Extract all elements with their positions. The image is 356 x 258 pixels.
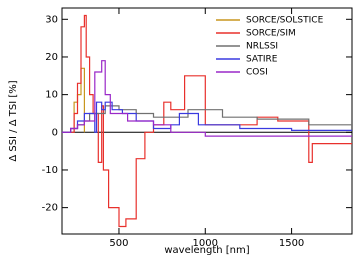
series-line xyxy=(62,101,352,133)
x-tick-label: 500 xyxy=(109,238,128,249)
x-axis-label: wavelength [nm] xyxy=(164,245,249,256)
y-tick-label: 10 xyxy=(45,90,58,101)
series-line xyxy=(62,60,352,137)
plot-frame xyxy=(61,7,353,235)
y-axis-label: Δ SSI / Δ TSI [%] xyxy=(8,80,19,161)
legend-label: SATIRE xyxy=(246,55,278,65)
legend-label: NRLSSI xyxy=(246,42,278,52)
y-tick-label: -10 xyxy=(42,165,58,176)
y-tick-label: -20 xyxy=(42,203,58,214)
legend-label: COSI xyxy=(246,68,268,78)
x-tick-label: 1500 xyxy=(279,238,304,249)
x-tick-label: 1000 xyxy=(193,238,218,249)
legend-label: SORCE/SIM xyxy=(246,29,296,39)
series-line xyxy=(73,67,85,133)
y-tick-label: 20 xyxy=(45,52,58,63)
series-line xyxy=(62,14,352,228)
y-tick-label: 30 xyxy=(45,14,58,25)
y-tick-label: 0 xyxy=(52,127,58,138)
legend-label: SORCE/SOLSTICE xyxy=(246,16,324,26)
